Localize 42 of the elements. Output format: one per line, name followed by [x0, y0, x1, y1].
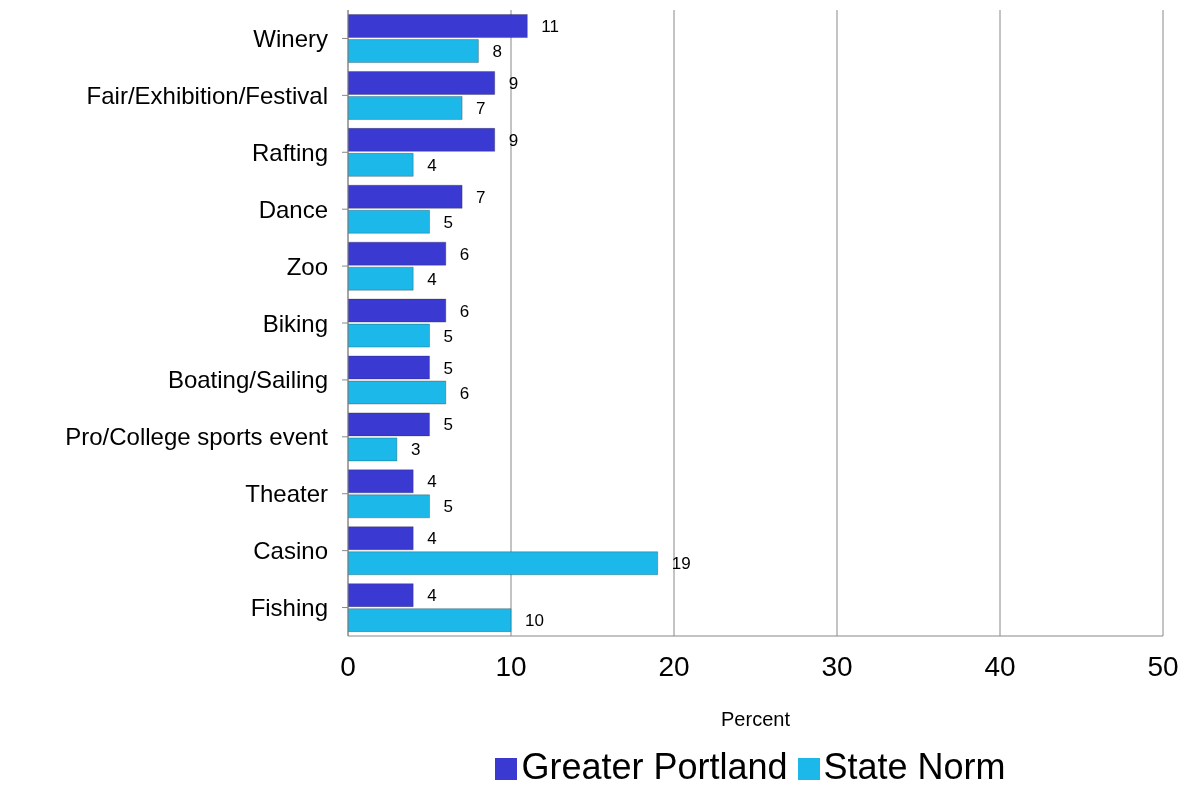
x-tick-label: 20: [658, 650, 690, 682]
data-label: 5: [443, 497, 453, 517]
data-label: 11: [541, 17, 559, 37]
data-label: 4: [427, 472, 437, 492]
x-tick-label: 50: [1147, 650, 1179, 682]
y-tick-label: Boating/Sailing: [167, 366, 328, 394]
data-label: 8: [492, 42, 502, 62]
data-label: 7: [476, 99, 486, 118]
y-tick-label: Fishing: [250, 594, 328, 622]
x-tick-label: 0: [340, 650, 356, 682]
y-tick-label: Casino: [253, 537, 328, 565]
data-label: 5: [443, 415, 453, 435]
data-label: 6: [459, 301, 470, 321]
data-label: 4: [427, 155, 437, 175]
x-tick-label: 30: [821, 650, 853, 682]
data-label: 3: [410, 440, 421, 460]
y-tick-label: Pro/College sports event: [65, 423, 329, 451]
y-tick-label: Fair/Exhibition/Festival: [86, 81, 328, 109]
x-tick-label: 40: [984, 650, 1016, 682]
y-tick-label: Rafting: [251, 138, 328, 166]
data-label: 6: [459, 383, 470, 403]
data-label: 7: [476, 187, 486, 207]
y-tick-label: Winery: [253, 24, 328, 52]
y-tick-label: Theater: [245, 480, 328, 508]
y-tick-label: Zoo: [286, 252, 328, 280]
data-label: 5: [443, 212, 453, 232]
data-label: 19: [671, 554, 691, 574]
x-tick-label: 10: [495, 650, 527, 682]
x-axis-title: Percent: [721, 708, 791, 730]
data-label: 9: [508, 130, 519, 150]
data-label: 4: [427, 269, 437, 289]
data-label: 10: [525, 611, 544, 631]
data-label: 6: [459, 244, 470, 264]
legend-label: Greater Portland: [521, 746, 788, 787]
data-label: 5: [443, 358, 453, 378]
data-label: 4: [427, 586, 437, 606]
data-label: 5: [443, 326, 453, 346]
data-label: 9: [508, 74, 519, 93]
y-tick-label: Dance: [258, 195, 328, 223]
y-tick-label: Biking: [262, 309, 328, 337]
legend-label: State Norm: [823, 746, 1006, 787]
data-label: 4: [427, 529, 437, 549]
